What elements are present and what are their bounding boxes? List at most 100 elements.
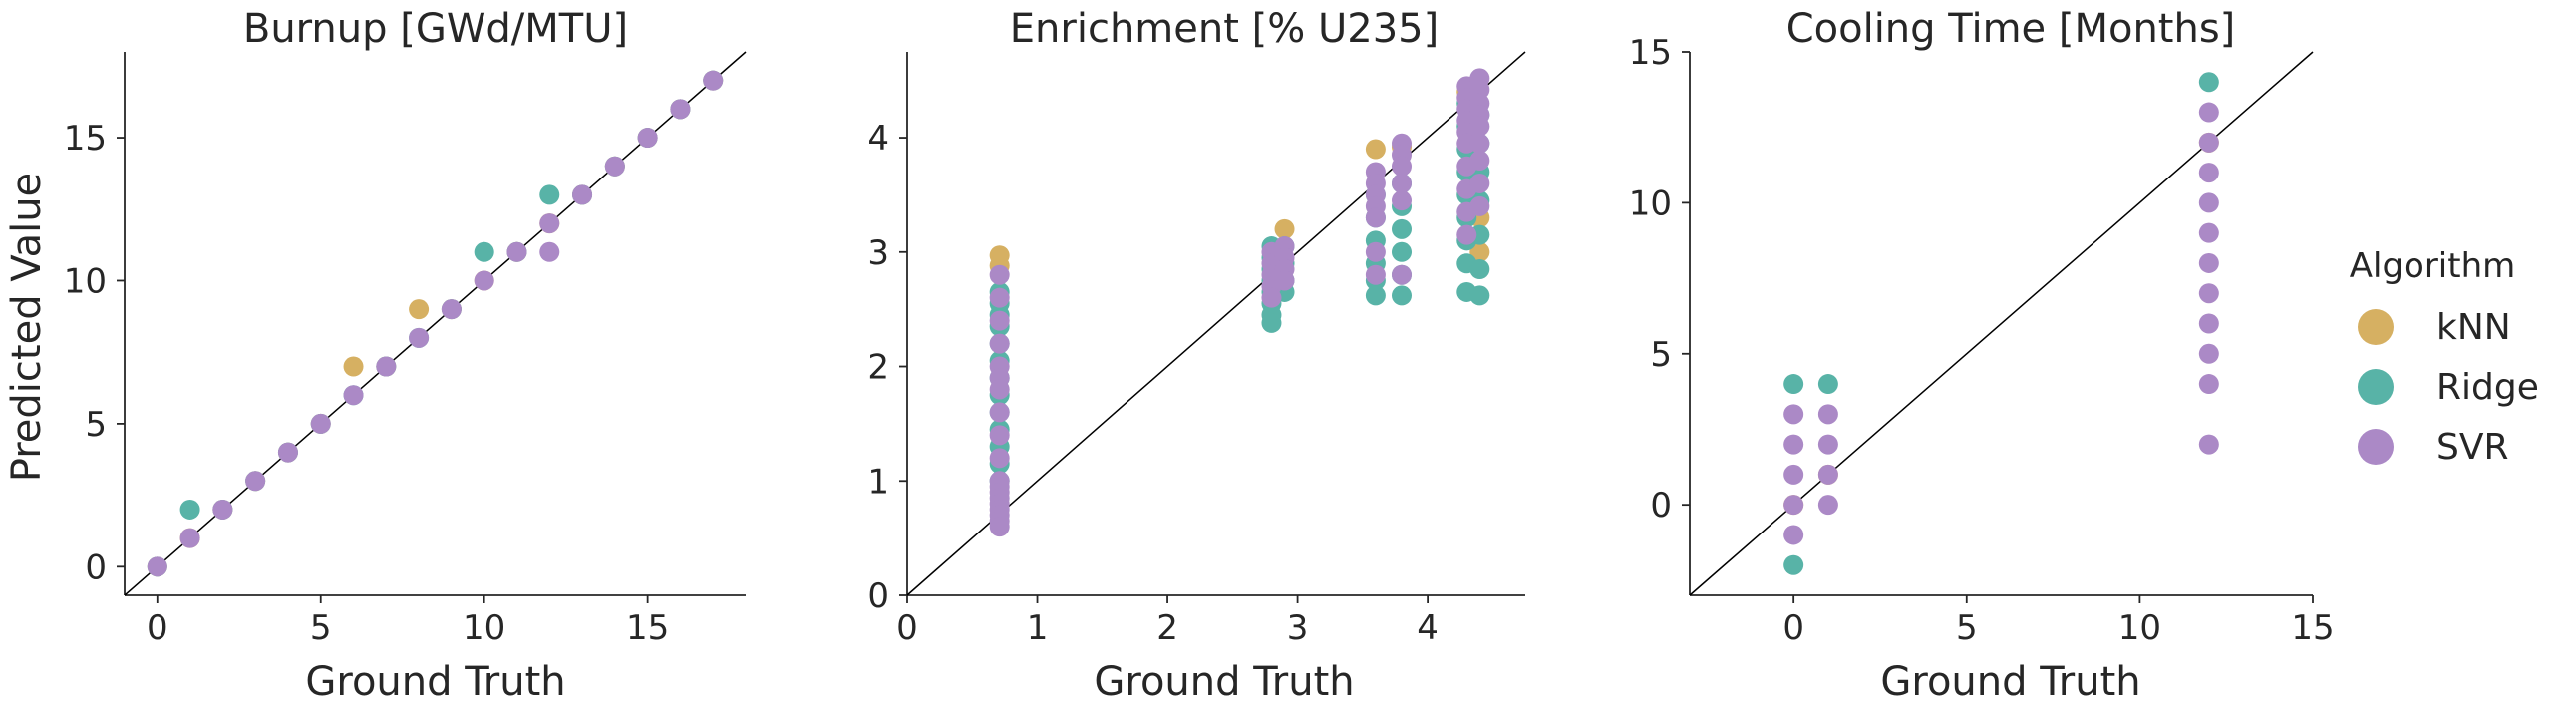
- point-svr: [1261, 287, 1282, 308]
- point-svr: [474, 270, 494, 291]
- point-svr: [343, 385, 364, 406]
- point-svr: [2198, 102, 2219, 123]
- point-svr: [1469, 133, 1490, 154]
- point-svr: [1469, 116, 1490, 137]
- point-ridge: [2198, 72, 2219, 93]
- point-svr: [1469, 79, 1490, 100]
- point-svr: [277, 442, 298, 463]
- point-ridge: [1783, 374, 1804, 395]
- x-tick-label: 1: [1027, 608, 1049, 648]
- legend-label-knn: kNN: [2436, 307, 2511, 348]
- point-svr: [989, 517, 1010, 537]
- point-svr: [212, 499, 233, 520]
- point-svr: [670, 99, 691, 120]
- point-svr: [1817, 464, 1838, 485]
- legend-marker-knn: [2358, 309, 2394, 345]
- point-svr: [989, 379, 1010, 400]
- x-tick-label: 5: [310, 608, 332, 648]
- x-tick-label: 5: [1956, 608, 1978, 648]
- point-svr: [989, 287, 1010, 308]
- point-svr: [1365, 264, 1386, 285]
- point-svr: [1817, 495, 1838, 516]
- point-ridge: [1392, 241, 1412, 262]
- point-ridge: [1783, 554, 1804, 575]
- point-knn: [1469, 241, 1490, 262]
- y-tick-label: 0: [867, 576, 889, 616]
- point-ridge: [1469, 285, 1490, 306]
- legend-marker-svr: [2358, 429, 2394, 465]
- point-knn: [1274, 218, 1295, 239]
- point-svr: [147, 556, 167, 577]
- point-svr: [1392, 264, 1412, 285]
- y-tick-label: 15: [64, 119, 107, 159]
- point-svr: [2198, 252, 2219, 273]
- x-tick-label: 4: [1417, 608, 1439, 648]
- y-tick-label: 15: [1629, 33, 1672, 73]
- point-svr: [2198, 313, 2219, 334]
- point-svr: [179, 528, 200, 548]
- point-svr: [989, 264, 1010, 285]
- point-svr: [1469, 195, 1490, 216]
- point-ridge: [474, 241, 494, 262]
- y-tick-label: 10: [1629, 183, 1672, 223]
- panel-title: Enrichment [% U235]: [1010, 6, 1439, 52]
- point-svr: [1783, 495, 1804, 516]
- point-svr: [310, 413, 331, 434]
- point-ridge: [539, 184, 560, 205]
- x-tick-label: 3: [1287, 608, 1309, 648]
- panel-title: Cooling Time [Months]: [1786, 6, 2236, 52]
- y-tick-label: 10: [64, 261, 107, 301]
- point-svr: [539, 213, 560, 234]
- identity-line: [906, 51, 1526, 596]
- point-svr: [1783, 404, 1804, 425]
- point-svr: [1392, 190, 1412, 211]
- legend-title: Algorithm: [2350, 246, 2516, 286]
- point-svr: [441, 299, 462, 320]
- y-tick-label: 5: [85, 405, 107, 445]
- point-svr: [1783, 434, 1804, 455]
- point-svr: [989, 425, 1010, 446]
- point-knn: [409, 299, 430, 320]
- point-svr: [506, 241, 527, 262]
- y-tick-label: 0: [85, 547, 107, 587]
- point-svr: [1392, 156, 1412, 177]
- point-svr: [2198, 283, 2219, 304]
- x-tick-label: 0: [1782, 608, 1804, 648]
- point-svr: [2198, 222, 2219, 243]
- point-svr: [1456, 224, 1477, 245]
- point-svr: [703, 70, 724, 91]
- point-ridge: [1392, 285, 1412, 306]
- point-svr: [1469, 151, 1490, 171]
- point-svr: [539, 241, 560, 262]
- point-svr: [245, 471, 266, 492]
- point-svr: [376, 356, 397, 377]
- panel-burnup: Burnup [GWd/MTU] Ground Truth Predicted …: [4, 6, 747, 705]
- x-axis-label: Ground Truth: [1094, 659, 1354, 705]
- point-svr: [989, 448, 1010, 469]
- point-ridge: [1469, 259, 1490, 279]
- x-tick-label: 2: [1156, 608, 1178, 648]
- y-tick-label: 0: [1650, 486, 1672, 526]
- x-tick-label: 10: [2118, 608, 2161, 648]
- point-svr: [572, 184, 593, 205]
- point-svr: [1817, 434, 1838, 455]
- point-ridge: [1392, 218, 1412, 239]
- point-ridge: [1365, 285, 1386, 306]
- legend-label-svr: SVR: [2436, 427, 2509, 468]
- y-tick-label: 4: [867, 119, 889, 159]
- point-svr: [1817, 404, 1838, 425]
- point-svr: [1365, 207, 1386, 228]
- point-svr: [2198, 132, 2219, 153]
- x-tick-label: 15: [2291, 608, 2334, 648]
- point-svr: [637, 128, 658, 149]
- y-tick-label: 3: [867, 233, 889, 273]
- point-svr: [1365, 241, 1386, 262]
- point-svr: [2198, 374, 2219, 395]
- panel-cooling-time: Cooling Time [Months] Ground Truth 0 5 10 1…: [1629, 6, 2335, 705]
- point-svr: [1783, 525, 1804, 545]
- identity-line: [1689, 51, 2314, 596]
- y-tick-label: 2: [867, 348, 889, 388]
- legend-marker-ridge: [2358, 369, 2394, 405]
- point-svr: [2198, 434, 2219, 455]
